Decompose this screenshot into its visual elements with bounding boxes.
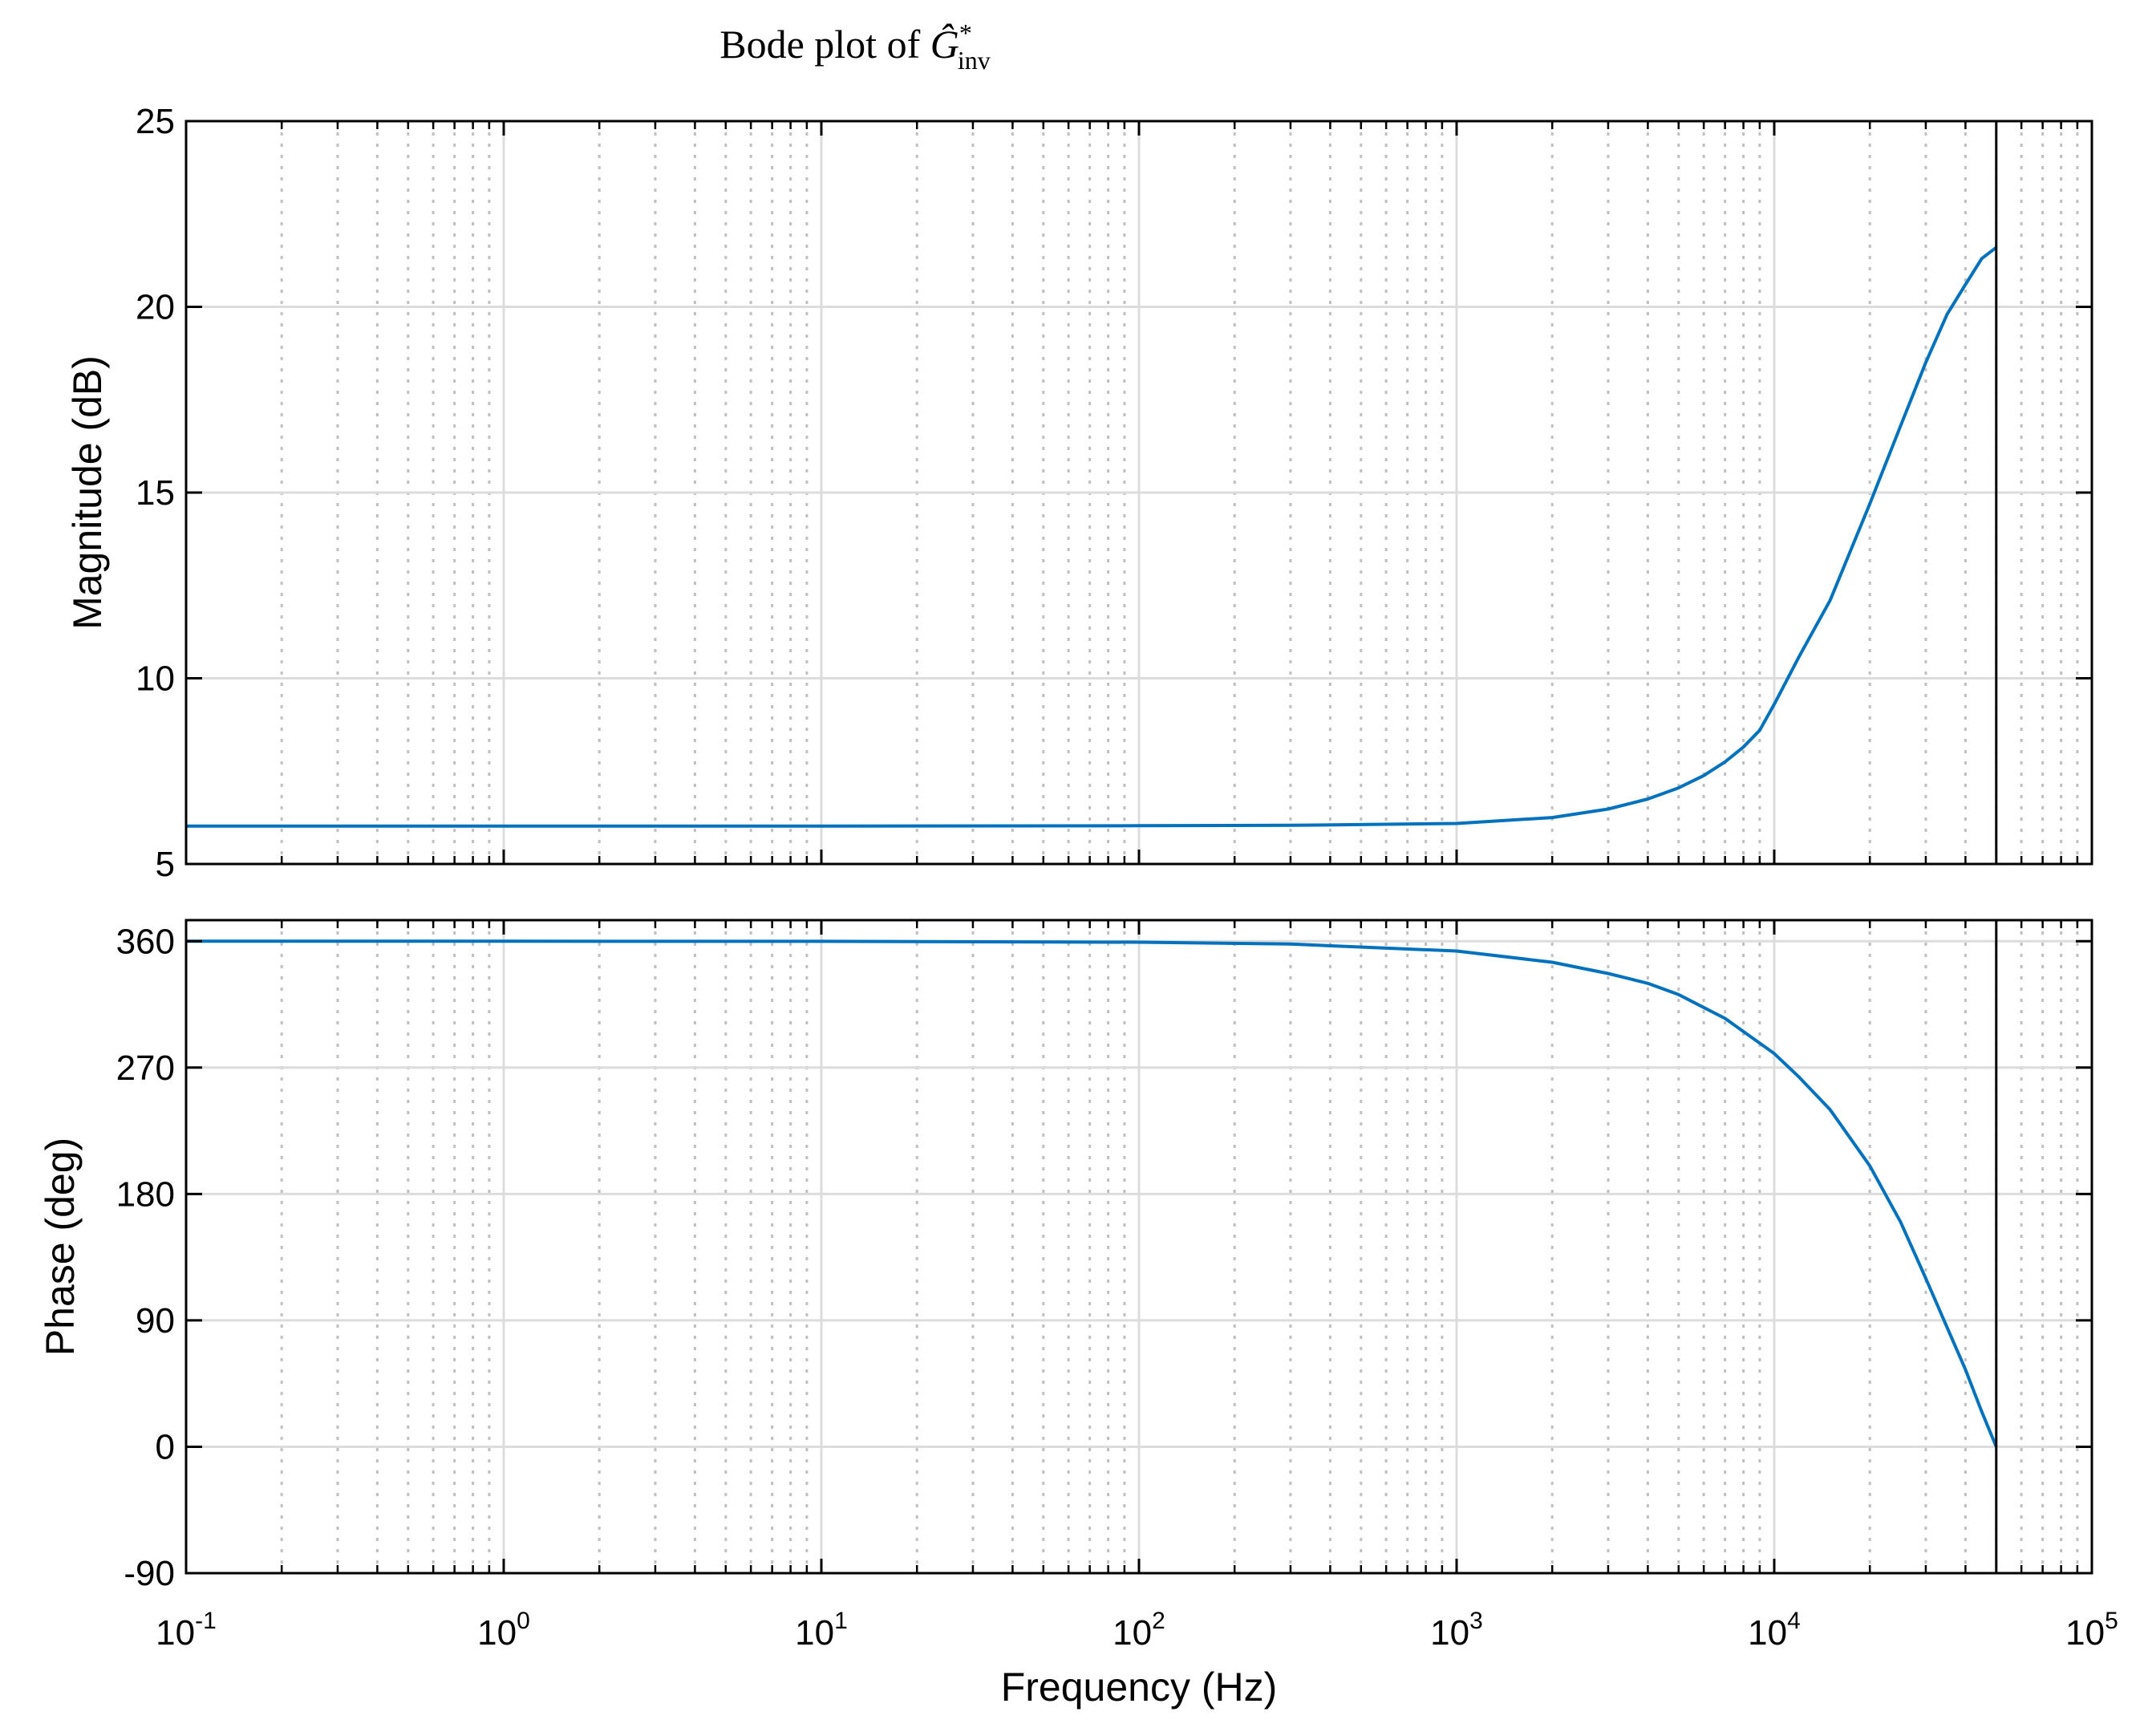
y-tick-label: 10 xyxy=(136,659,175,699)
phase-tick-marks xyxy=(184,920,2092,1575)
magnitude-y-axis-label: Magnitude (dB) xyxy=(65,355,110,630)
x-tick-label-base: 10 xyxy=(1430,1613,1469,1653)
magnitude-grid xyxy=(186,120,2092,866)
phase-grid xyxy=(186,920,2092,1575)
x-tick-label-base: 10 xyxy=(795,1613,834,1653)
y-tick-label: 25 xyxy=(136,102,175,141)
x-tick-label-base: 10 xyxy=(1113,1613,1152,1653)
x-tick-label-exponent: 5 xyxy=(2105,1608,2118,1634)
y-tick-label: 5 xyxy=(156,845,175,884)
x-axis-label: Frequency (Hz) xyxy=(1001,1665,1278,1710)
x-tick-label: 101 xyxy=(795,1608,848,1653)
x-tick-label-exponent: 4 xyxy=(1787,1608,1801,1634)
x-tick-label-base: 10 xyxy=(477,1613,517,1653)
x-tick-label-base: 10 xyxy=(156,1613,195,1653)
phase-y-axis-label: Phase (deg) xyxy=(38,1138,83,1356)
y-tick-label: 270 xyxy=(116,1048,175,1088)
y-tick-label: 0 xyxy=(156,1427,175,1466)
chart-title-symbol: Ĝ xyxy=(930,22,959,67)
x-tick-label-exponent: 2 xyxy=(1152,1608,1165,1634)
x-tick-label-exponent: 3 xyxy=(1469,1608,1483,1634)
magnitude-series-line xyxy=(186,245,1998,828)
x-tick-label: 104 xyxy=(1748,1608,1801,1653)
x-tick-label: 102 xyxy=(1113,1608,1165,1653)
x-tick-labels: 10-1 100 101 102 103 104 105 xyxy=(156,1608,2118,1653)
x-tick-label-base: 10 xyxy=(2065,1613,2105,1653)
magnitude-y-tick-labels: 5 10 15 20 25 xyxy=(136,102,175,884)
x-tick-label-base: 10 xyxy=(1748,1613,1787,1653)
chart-title-main: Bode plot of xyxy=(719,22,930,67)
y-tick-label: 20 xyxy=(136,288,175,327)
chart-title-sub: inv xyxy=(958,46,991,75)
x-tick-label: 103 xyxy=(1430,1608,1483,1653)
chart-title-sup: * xyxy=(959,18,972,47)
x-tick-label-exponent: 0 xyxy=(517,1608,530,1634)
x-tick-label-exponent: -1 xyxy=(195,1608,217,1634)
x-tick-label: 100 xyxy=(477,1608,530,1653)
x-tick-label: 105 xyxy=(2065,1608,2118,1653)
y-tick-label: 360 xyxy=(116,922,175,961)
y-tick-label: 15 xyxy=(136,473,175,513)
magnitude-tick-marks xyxy=(184,120,2092,866)
y-tick-label: 90 xyxy=(136,1301,175,1341)
x-tick-label: 10-1 xyxy=(156,1608,217,1653)
phase-series-line xyxy=(186,939,1998,1448)
x-tick-label-exponent: 1 xyxy=(834,1608,848,1634)
y-tick-label: 180 xyxy=(116,1174,175,1214)
y-tick-label: -90 xyxy=(124,1554,175,1593)
chart-title: Bode plot of Ĝ* inv xyxy=(719,18,990,75)
phase-y-tick-labels: -90 0 90 180 270 360 xyxy=(116,922,175,1593)
